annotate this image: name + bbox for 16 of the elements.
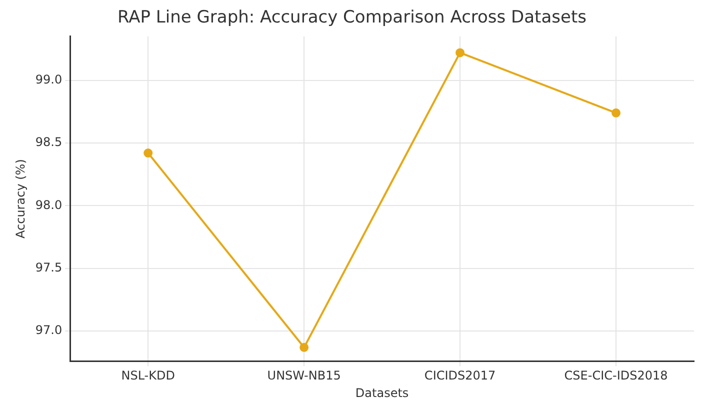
y-tick-label: 98.0 <box>35 198 62 212</box>
x-axis-title: Datasets <box>355 386 409 400</box>
y-tick-label: 98.5 <box>35 135 62 150</box>
x-tick-label: CICIDS2017 <box>424 368 496 383</box>
point <box>300 342 309 352</box>
y-tick-label: 99.0 <box>35 72 62 86</box>
x-tick-label: UNSW-NB15 <box>267 368 341 383</box>
y-tick-label: 97.5 <box>35 260 62 275</box>
x-tick-label: CSE-CIC-IDS2018 <box>564 368 668 383</box>
point <box>612 108 621 118</box>
x-tick-label: NSL-KDD <box>121 368 175 383</box>
chart-title: RAP Line Graph: Accuracy Comparison Across Datasets <box>118 8 587 28</box>
y-axis-title: Accuracy (%) <box>13 159 28 238</box>
y-tick-label: 97.0 <box>35 323 62 338</box>
point <box>144 148 153 158</box>
point <box>456 48 465 58</box>
